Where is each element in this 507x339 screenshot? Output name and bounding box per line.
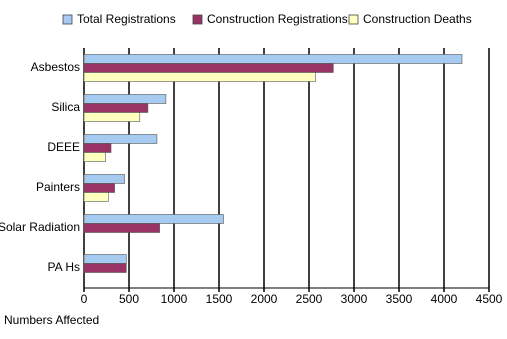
x-tick-label: 4000 bbox=[431, 292, 458, 306]
legend-label: Construction Deaths bbox=[363, 12, 472, 26]
bar bbox=[83, 72, 316, 82]
bar bbox=[83, 263, 127, 273]
bar bbox=[83, 152, 106, 162]
bar bbox=[83, 214, 224, 224]
x-tick-label: 1000 bbox=[161, 292, 188, 306]
x-tick-label: 500 bbox=[119, 292, 139, 306]
x-axis-label: Numbers Affected bbox=[4, 313, 99, 327]
bar bbox=[83, 134, 158, 144]
bar bbox=[83, 103, 149, 113]
x-tick-label: 1500 bbox=[206, 292, 233, 306]
bar bbox=[83, 94, 167, 104]
x-tick-label: 2000 bbox=[251, 292, 278, 306]
legend-swatch bbox=[348, 14, 359, 25]
bar bbox=[83, 174, 125, 184]
bar bbox=[83, 192, 109, 202]
bar bbox=[83, 63, 334, 73]
bar bbox=[83, 54, 463, 64]
legend-label: Total Registrations bbox=[77, 12, 176, 26]
x-tick-label: 2500 bbox=[296, 292, 323, 306]
bar bbox=[83, 254, 127, 264]
bar bbox=[83, 143, 112, 153]
bar bbox=[83, 223, 160, 233]
x-tick-label: 0 bbox=[81, 292, 88, 306]
y-tick-label: PA Hs bbox=[48, 260, 80, 274]
legend-swatch bbox=[192, 14, 203, 25]
x-tick-label: 3000 bbox=[341, 292, 368, 306]
x-tick-label: 4500 bbox=[476, 292, 503, 306]
x-tick-label: 3500 bbox=[386, 292, 413, 306]
bar bbox=[83, 183, 115, 193]
bar bbox=[83, 112, 141, 122]
legend-swatch bbox=[62, 14, 73, 25]
y-tick-label: DEEE bbox=[47, 140, 80, 154]
y-tick-label: Asbestos bbox=[31, 60, 80, 74]
y-tick-label: Solar Radiation bbox=[0, 220, 80, 234]
y-tick-label: Silica bbox=[51, 100, 80, 114]
legend-label: Construction Registrations bbox=[207, 12, 348, 26]
y-tick-label: Painters bbox=[36, 180, 80, 194]
